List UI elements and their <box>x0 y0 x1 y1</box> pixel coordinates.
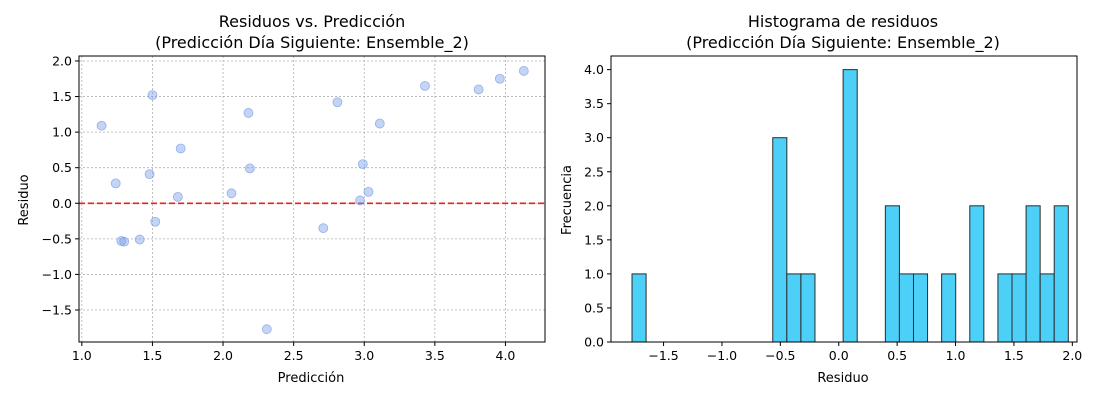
histogram-x-tick-label: 1.5 <box>1004 348 1024 363</box>
scatter-y-label: Residuo <box>17 174 32 225</box>
histogram-bar <box>1025 205 1041 343</box>
histogram-x-tick-label: 2.0 <box>1062 348 1082 363</box>
scatter-point <box>261 324 272 335</box>
histogram-y-tick-label: 4.0 <box>584 62 604 77</box>
scatter-x-tick-label: 2.0 <box>213 348 233 363</box>
scatter-x-tick-label: 1.5 <box>142 348 162 363</box>
scatter-point <box>420 80 430 91</box>
scatter-point <box>318 223 329 234</box>
scatter-point <box>110 178 121 189</box>
scatter-x-tick-label: 3.5 <box>425 348 445 363</box>
histogram-bar <box>1039 273 1055 343</box>
scatter-point <box>494 73 505 84</box>
histogram-y-tick-label: 0.0 <box>584 335 604 350</box>
histogram-bar <box>997 273 1013 343</box>
histogram-bars <box>631 69 1069 343</box>
scatter-point <box>243 108 254 118</box>
histogram-bar <box>631 273 647 343</box>
histogram-y-tick-label: 1.5 <box>584 232 604 247</box>
scatter-point <box>96 120 107 131</box>
histogram-y-tick-label: 1.0 <box>584 266 604 281</box>
scatter-title: Residuos vs. Predicción <box>219 12 406 31</box>
scatter-points <box>96 66 529 335</box>
histogram-axes-frame <box>610 55 1078 343</box>
scatter-x-tick-label: 1.0 <box>72 348 92 363</box>
histogram-x-tick-label: 0.5 <box>887 348 907 363</box>
scatter-point <box>172 191 183 202</box>
scatter-x-tick-label: 2.5 <box>284 348 304 363</box>
scatter-y-tick-label: −1.5 <box>42 302 72 317</box>
scatter-x-ticks: 1.0 1.5 2.0 2.5 3.0 3.5 4.0 <box>72 342 516 363</box>
histogram-title: Histograma de residuos <box>748 12 938 31</box>
scatter-y-tick-label: 1.0 <box>52 125 72 140</box>
scatter-y-tick-label: −0.5 <box>42 231 72 246</box>
scatter-point <box>355 195 365 206</box>
scatter-point <box>357 159 368 170</box>
scatter-x-tick-label: 4.0 <box>496 348 516 363</box>
scatter-panel: Residuos vs. Predicción (Predicción Día … <box>17 12 546 386</box>
scatter-point <box>518 66 529 76</box>
histogram-bar <box>772 137 788 343</box>
histogram-bar <box>884 205 900 343</box>
scatter-point <box>147 90 158 101</box>
scatter-point <box>175 143 186 154</box>
scatter-y-tick-label: 2.0 <box>52 53 72 68</box>
histogram-bar <box>786 273 802 343</box>
histogram-y-tick-label: 2.0 <box>584 198 604 213</box>
histogram-bar <box>898 273 914 343</box>
histogram-y-tick-label: 0.5 <box>584 300 604 315</box>
histogram-bar <box>842 69 858 343</box>
histogram-subtitle: (Predicción Día Siguiente: Ensemble_2) <box>686 33 1000 53</box>
scatter-point <box>332 97 343 108</box>
histogram-x-tick-label: 0.0 <box>829 348 849 363</box>
scatter-grid <box>79 56 545 342</box>
scatter-x-tick-label: 3.0 <box>354 348 374 363</box>
histogram-y-label: Frecuencia <box>560 165 575 235</box>
histogram-y-tick-label: 2.5 <box>584 164 604 179</box>
histogram-x-ticks: −1.5 −1.0 −0.5 0.0 0.5 1.0 1.5 2.0 <box>648 342 1082 363</box>
histogram-bar <box>1011 273 1027 343</box>
scatter-point <box>134 234 145 245</box>
scatter-y-tick-label: 0.0 <box>52 196 72 211</box>
scatter-point <box>374 118 385 129</box>
histogram-x-label: Residuo <box>817 371 868 386</box>
scatter-y-tick-label: 0.5 <box>52 160 72 175</box>
histogram-x-tick-label: −1.0 <box>707 348 737 363</box>
histogram-x-tick-label: −0.5 <box>765 348 795 363</box>
scatter-point <box>144 169 155 179</box>
histogram-y-tick-label: 3.0 <box>584 130 604 145</box>
scatter-point <box>119 236 130 247</box>
scatter-axes-frame <box>78 55 546 343</box>
histogram-y-ticks: 0.0 0.5 1.0 1.5 2.0 2.5 3.0 3.5 4.0 <box>584 62 611 350</box>
scatter-y-tick-label: −1.0 <box>42 267 72 282</box>
scatter-y-ticks: −1.5 −1.0 −0.5 0.0 0.5 1.0 1.5 2.0 <box>42 53 79 317</box>
scatter-point <box>244 163 255 174</box>
histogram-bar <box>912 273 929 343</box>
histogram-x-tick-label: −1.5 <box>648 348 678 363</box>
scatter-point <box>363 186 374 197</box>
scatter-point <box>226 188 237 199</box>
scatter-point <box>473 84 484 95</box>
histogram-bar <box>800 273 816 343</box>
histogram-bar <box>969 205 985 343</box>
histogram-bar <box>1053 205 1069 343</box>
histogram-panel: Histograma de residuos (Predicción Día S… <box>560 12 1082 386</box>
scatter-x-label: Predicción <box>278 371 345 386</box>
scatter-subtitle: (Predicción Día Siguiente: Ensemble_2) <box>155 33 469 53</box>
histogram-x-tick-label: 1.0 <box>946 348 966 363</box>
histogram-y-tick-label: 3.5 <box>584 96 604 111</box>
histogram-bar <box>941 273 957 343</box>
scatter-point <box>150 216 161 227</box>
scatter-y-tick-label: 1.5 <box>52 89 72 104</box>
